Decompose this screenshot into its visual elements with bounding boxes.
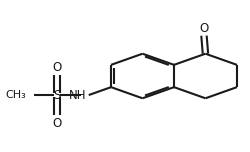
Text: O: O [52, 60, 62, 74]
Text: S: S [53, 89, 60, 102]
Text: NH: NH [69, 89, 87, 102]
Text: O: O [199, 22, 208, 35]
Text: CH₃: CH₃ [6, 90, 26, 100]
Text: O: O [52, 117, 62, 130]
